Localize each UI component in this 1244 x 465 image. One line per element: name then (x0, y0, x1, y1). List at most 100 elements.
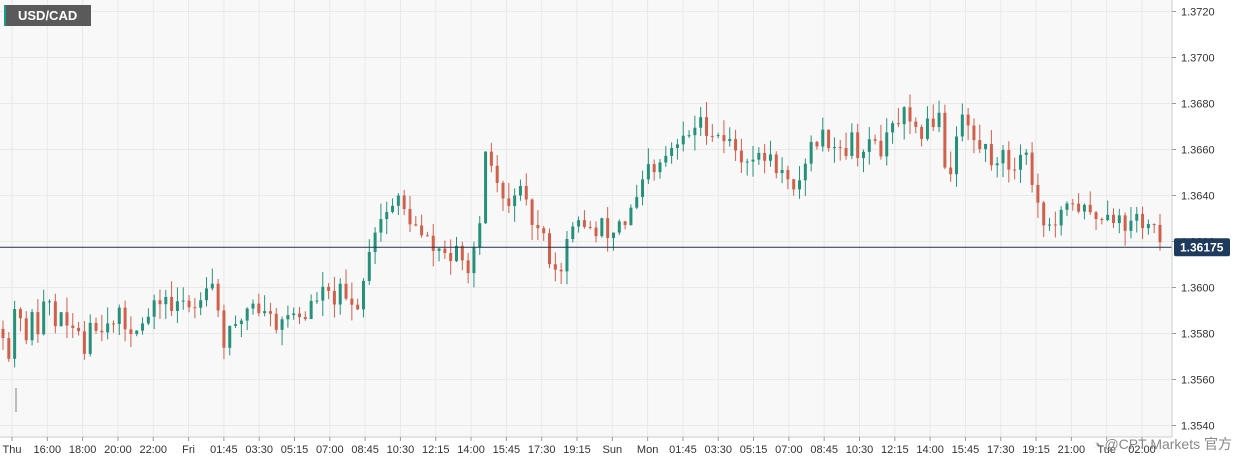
candle-body (396, 195, 400, 206)
candle-body (472, 247, 476, 274)
y-tick-label: 1.3720 (1181, 7, 1215, 19)
candle-body (896, 123, 900, 125)
candle-body (751, 159, 755, 162)
candle-body (792, 179, 796, 190)
candle-body (978, 140, 982, 150)
x-tick-label: 03:30 (245, 444, 273, 456)
candle-body (920, 126, 924, 139)
x-tick-label: 15:45 (952, 444, 980, 456)
last-price-label: 1.36175 (1180, 240, 1224, 254)
candle-body (315, 300, 319, 302)
candle-body (588, 226, 592, 228)
candle-body (879, 140, 883, 157)
x-tick-label: 17:30 (528, 444, 556, 456)
candle-body (460, 245, 464, 261)
candle-body (245, 308, 249, 321)
candle-body (850, 132, 854, 156)
candle-body (635, 197, 639, 208)
x-tick-label: Mon (637, 444, 658, 456)
candle-body (943, 112, 947, 168)
candle-body (768, 154, 772, 161)
candle-body (548, 233, 552, 265)
candle-body (693, 127, 697, 136)
candle-body (1059, 209, 1063, 226)
candle-body (1082, 204, 1086, 212)
candle-body (542, 228, 546, 234)
candle-body (53, 301, 57, 327)
x-tick-label: Sun (603, 444, 623, 456)
candle-body (507, 198, 511, 207)
candle-body (263, 311, 267, 314)
candle-body (77, 327, 81, 332)
candle-body (995, 163, 999, 166)
candle-body (36, 312, 40, 335)
candle-body (222, 310, 226, 348)
candle-body (873, 139, 877, 141)
candle-body (257, 303, 261, 314)
candle-body (181, 300, 185, 302)
candle-body (449, 252, 453, 262)
candle-body (955, 136, 959, 175)
candle-body (925, 118, 929, 139)
candle-body (204, 288, 208, 301)
candle-body (821, 129, 825, 147)
candle-body (606, 218, 610, 238)
weibo-icon: ◔ (1092, 436, 1101, 452)
y-tick-label: 1.3600 (1181, 283, 1215, 295)
candle-body (431, 235, 435, 251)
candle-body (454, 245, 458, 262)
candle-body (710, 135, 714, 137)
x-tick-label: 10:30 (846, 444, 874, 456)
candle-body (966, 114, 970, 126)
x-tick-label: Fri (182, 444, 195, 456)
candle-body (844, 148, 848, 156)
candle-body (1036, 184, 1040, 203)
candle-body (1158, 224, 1162, 243)
x-tick-label: 16:00 (34, 444, 62, 456)
candle-body (210, 283, 214, 289)
candle-body (518, 186, 522, 196)
x-tick-label: 01:45 (210, 444, 238, 456)
symbol-badge[interactable]: USD/CAD (4, 5, 92, 26)
candle-body (292, 313, 296, 316)
candle-body (187, 300, 191, 308)
watermark: ◔ @CPT Markets 官方 (1093, 434, 1232, 454)
watermark-text: @CPT Markets 官方 (1104, 436, 1232, 452)
y-tick-label: 1.3580 (1181, 329, 1215, 341)
candle-body (1007, 150, 1011, 170)
x-tick-label: 12:15 (881, 444, 909, 456)
candle-body (344, 283, 348, 299)
last-price-badge-bg (1174, 238, 1230, 257)
candle-body (268, 311, 272, 314)
candle-body (571, 226, 575, 240)
candle-body (856, 132, 860, 159)
x-tick-label: 21:00 (1058, 444, 1086, 456)
candle-body (361, 280, 365, 310)
candle-body (437, 248, 441, 251)
candle-body (94, 322, 98, 331)
x-tick-label: 02:00 (1128, 444, 1156, 456)
last-price-badge: 1.36175 (1174, 238, 1230, 257)
candle-body (559, 269, 563, 272)
candle-body (170, 296, 174, 311)
candle-body (524, 186, 528, 200)
candle-body (577, 220, 581, 227)
candle-body (425, 235, 429, 237)
x-tick-label: 20:00 (104, 444, 132, 456)
candle-body (1077, 203, 1081, 212)
candle-body (675, 144, 679, 148)
candle-body (1152, 224, 1156, 226)
candle-body (489, 151, 493, 166)
candle-body (1, 328, 5, 339)
candle-body (867, 139, 871, 152)
y-tick-label: 1.3540 (1181, 421, 1215, 433)
candle-body (739, 150, 743, 163)
candle-body (960, 114, 964, 137)
candle-body (803, 163, 807, 181)
candle-body (7, 338, 11, 359)
x-tick-label: 19:15 (563, 444, 591, 456)
candle-body (164, 296, 168, 305)
candle-body (367, 251, 371, 281)
